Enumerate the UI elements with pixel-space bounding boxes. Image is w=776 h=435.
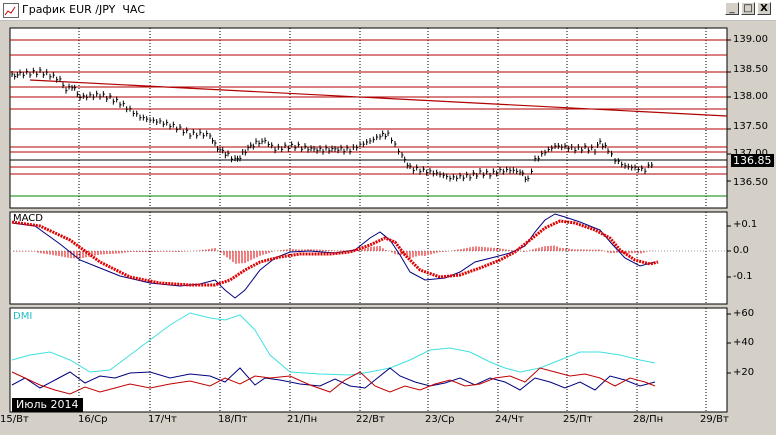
macd-panel-title: MACD <box>13 213 43 224</box>
window-title: График EUR /JPY ЧАС <box>22 3 146 16</box>
price-axis-label: 137.50 <box>733 121 768 132</box>
dmi-plus-di-line <box>11 367 656 391</box>
title-bar: График EUR /JPY ЧАС _ □ X <box>0 0 776 21</box>
time-axis: 15/Вт 16/Ср 17/Чт 18/Пт 21/Пн 22/Вт 23/С… <box>0 412 776 435</box>
price-axis-label: 139.00 <box>733 34 768 45</box>
price-axis-label: 138.00 <box>733 91 768 102</box>
time-axis-label: 24/Чт <box>495 414 524 425</box>
macd-axis-label: -0.1 <box>733 271 753 282</box>
chart-panel <box>9 211 728 305</box>
price-axis-label: 136.50 <box>733 177 768 188</box>
time-axis-label: 18/Пт <box>218 414 248 425</box>
time-axis-label: 28/Пн <box>633 414 664 425</box>
dmi-minus-di-line <box>11 367 656 395</box>
chart-panel <box>9 27 728 209</box>
time-axis-label: 15/Вт <box>0 414 29 425</box>
maximize-button[interactable]: □ <box>741 2 755 15</box>
trend-line <box>29 79 728 117</box>
time-axis-label: 29/Вт <box>700 414 729 425</box>
time-axis-label: 16/Ср <box>78 414 108 425</box>
time-axis-label: 17/Чт <box>148 414 177 425</box>
dmi-axis-label: +20 <box>733 367 755 378</box>
month-label: Июль 2014 <box>12 398 83 412</box>
chart-app-icon <box>3 3 19 18</box>
dmi-adx-line <box>11 312 656 376</box>
price-axis-label: 137.00 <box>733 148 768 159</box>
macd-axis-label: +0.1 <box>733 219 758 230</box>
dmi-axis-label: +40 <box>733 337 755 348</box>
current-price-badge: 136.85 <box>731 154 774 167</box>
minimize-button[interactable]: _ <box>725 2 739 15</box>
time-axis-label: 21/Пн <box>287 414 318 425</box>
dmi-axis-label: +60 <box>733 308 755 319</box>
macd-signal-line <box>11 219 659 287</box>
chart-panel <box>9 307 728 413</box>
macd-axis-label: 0.0 <box>733 245 749 256</box>
dmi-panel-title: DMI <box>13 311 33 322</box>
time-axis-label: 22/Вт <box>356 414 385 425</box>
time-axis-label: 25/Пт <box>563 414 593 425</box>
close-button[interactable]: X <box>757 2 771 15</box>
time-axis-label: 23/Ср <box>425 414 455 425</box>
price-axis-label: 138.50 <box>733 64 768 75</box>
